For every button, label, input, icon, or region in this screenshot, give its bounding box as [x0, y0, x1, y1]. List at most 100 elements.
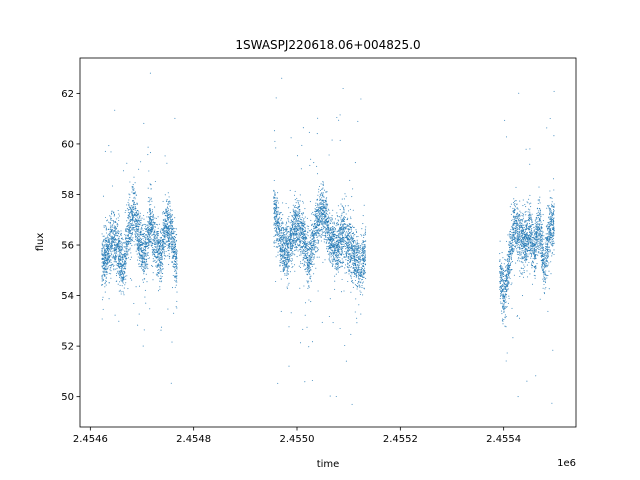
data-point — [101, 248, 103, 250]
data-point — [124, 266, 126, 268]
data-point — [329, 395, 331, 397]
data-point — [162, 248, 164, 250]
data-point — [108, 228, 110, 230]
data-point — [149, 220, 151, 222]
data-point — [304, 253, 307, 256]
data-point — [279, 253, 281, 255]
data-point — [334, 266, 336, 268]
data-point — [287, 225, 289, 227]
data-point — [118, 250, 120, 252]
data-point — [138, 225, 140, 228]
data-point — [128, 222, 131, 224]
data-point — [123, 279, 125, 281]
data-point — [347, 267, 349, 269]
data-point — [144, 278, 146, 280]
data-point — [113, 256, 115, 258]
data-point — [354, 244, 356, 246]
data-point — [291, 263, 293, 265]
data-point — [313, 263, 315, 265]
data-point — [361, 282, 364, 284]
data-point — [299, 210, 301, 212]
data-point — [153, 260, 155, 262]
data-point — [159, 231, 161, 233]
data-point — [114, 255, 116, 258]
data-point — [346, 252, 348, 254]
data-point — [103, 253, 105, 255]
data-point — [316, 133, 318, 135]
data-point — [354, 267, 356, 269]
data-point — [345, 251, 347, 253]
data-point — [105, 243, 107, 245]
data-point — [166, 223, 168, 225]
data-point — [106, 253, 108, 255]
data-point — [305, 271, 307, 273]
data-point — [359, 290, 361, 292]
data-point — [299, 214, 301, 217]
data-point — [141, 258, 143, 260]
data-point — [291, 236, 293, 238]
data-point — [289, 257, 291, 259]
data-point — [313, 237, 316, 239]
data-point — [156, 255, 158, 257]
data-point — [122, 170, 125, 172]
data-point — [110, 238, 112, 241]
data-point — [318, 188, 320, 190]
data-point — [106, 263, 108, 265]
data-point — [358, 274, 360, 276]
data-point — [175, 262, 177, 264]
data-point — [322, 187, 324, 189]
data-point — [289, 271, 291, 273]
data-point — [112, 224, 114, 226]
data-point — [276, 212, 278, 214]
data-point — [175, 252, 177, 254]
data-point — [146, 242, 148, 244]
data-point — [356, 286, 358, 288]
data-point — [172, 265, 174, 267]
data-point — [159, 286, 161, 288]
data-point — [139, 237, 141, 239]
data-point — [280, 241, 282, 243]
data-point — [154, 180, 156, 183]
data-point — [145, 260, 147, 262]
data-point — [362, 258, 364, 260]
data-point — [126, 204, 128, 206]
data-point — [325, 191, 327, 193]
data-point — [129, 208, 131, 211]
data-point — [145, 259, 147, 261]
data-point — [165, 240, 167, 242]
data-point — [317, 290, 319, 292]
data-point — [149, 237, 151, 239]
data-point — [120, 280, 123, 282]
data-point — [130, 240, 132, 242]
data-point — [326, 246, 328, 248]
data-point — [158, 266, 160, 268]
data-point — [350, 271, 352, 273]
data-point — [286, 227, 288, 229]
data-point — [357, 266, 359, 268]
data-point — [286, 245, 288, 247]
data-point — [147, 236, 149, 238]
data-point — [324, 210, 326, 213]
data-point — [279, 260, 281, 262]
data-point — [124, 250, 126, 252]
data-point — [175, 284, 177, 286]
data-point — [152, 240, 155, 242]
data-point — [109, 222, 111, 224]
data-point — [298, 219, 300, 221]
data-point — [302, 219, 304, 221]
data-point — [285, 224, 287, 226]
data-point — [279, 213, 281, 215]
data-point — [135, 238, 137, 240]
data-point — [130, 205, 132, 207]
data-point — [276, 218, 278, 220]
data-point — [172, 250, 174, 252]
data-point — [141, 243, 143, 245]
data-point — [103, 272, 105, 274]
data-point — [173, 276, 176, 278]
data-point — [131, 231, 134, 233]
data-point — [273, 130, 276, 132]
data-point — [131, 225, 133, 227]
data-point — [147, 221, 149, 223]
data-point — [312, 211, 314, 213]
data-point — [125, 259, 127, 261]
